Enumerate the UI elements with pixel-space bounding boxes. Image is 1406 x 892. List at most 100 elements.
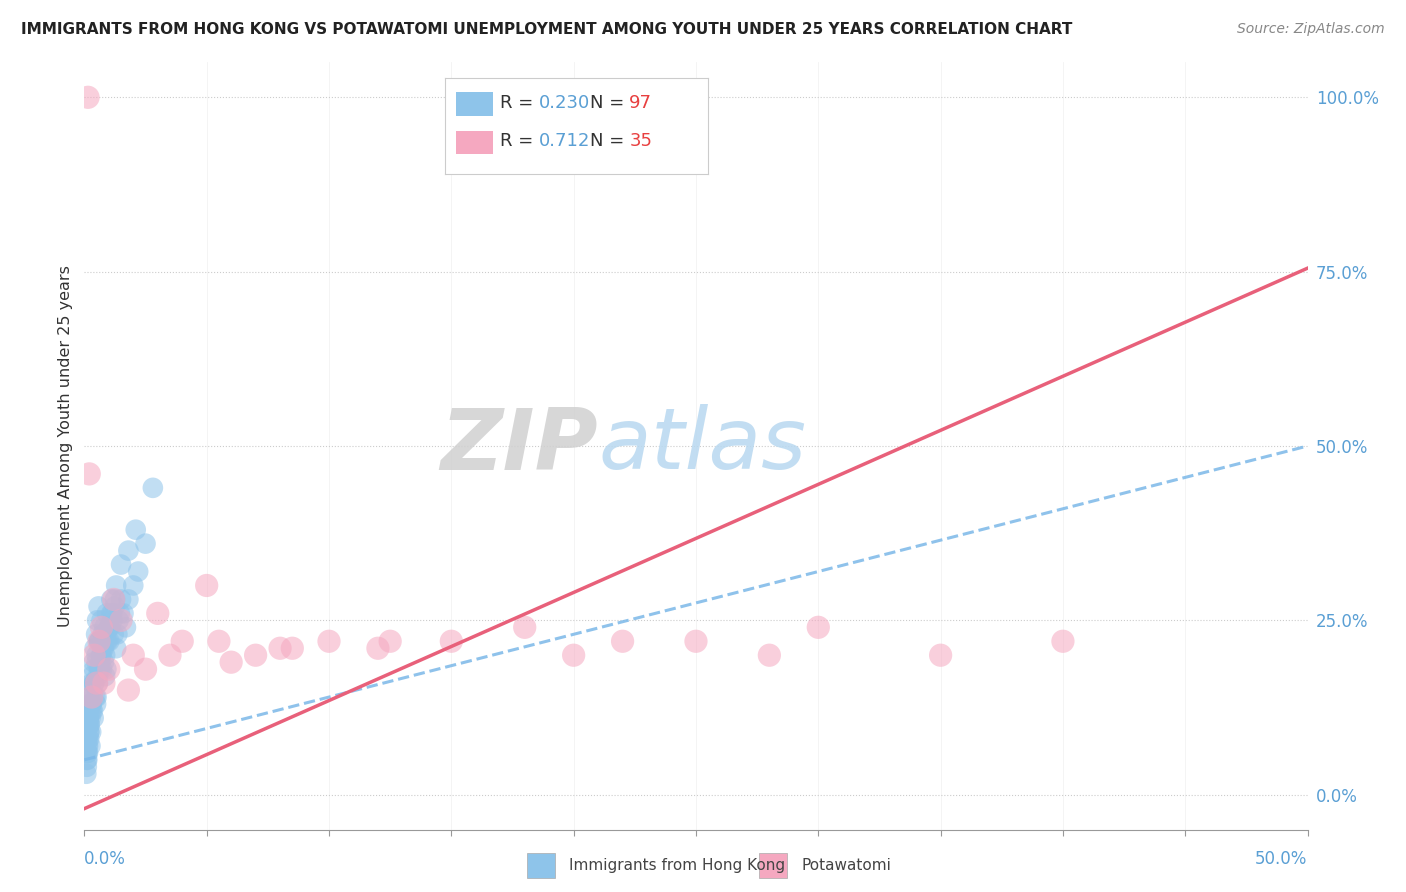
Point [103, 627, 125, 641]
Point [100, 592, 122, 607]
Point [77, 725, 100, 739]
Point [93, 641, 115, 656]
Point [159, 648, 181, 663]
Point [107, 613, 129, 627]
Point [87, 599, 110, 614]
Point [98, 634, 121, 648]
Text: Source: ZipAtlas.com: Source: ZipAtlas.com [1237, 22, 1385, 37]
Point [208, 634, 231, 648]
Point [82, 704, 104, 718]
Point [146, 607, 169, 621]
Point [83, 641, 105, 656]
Point [172, 634, 194, 648]
Point [87, 634, 110, 648]
Point [122, 578, 145, 592]
Point [122, 648, 145, 663]
Point [105, 578, 128, 592]
Point [104, 592, 127, 607]
Point [142, 481, 165, 495]
Point [112, 607, 135, 621]
Point [97, 662, 120, 676]
Point [80, 697, 103, 711]
Point [86, 613, 108, 627]
Point [90, 648, 112, 663]
Point [513, 620, 536, 634]
Point [91, 641, 114, 656]
Point [562, 648, 585, 663]
Point [318, 634, 340, 648]
Point [79, 711, 101, 725]
Point [1052, 634, 1074, 648]
Point [98, 620, 121, 634]
Point [685, 634, 707, 648]
Point [76, 731, 98, 746]
Text: 50.0%: 50.0% [1256, 850, 1308, 869]
Point [96, 607, 118, 621]
Point [96, 662, 118, 676]
Y-axis label: Unemployment Among Youth under 25 years: Unemployment Among Youth under 25 years [58, 265, 73, 627]
Point [245, 648, 267, 663]
Point [105, 641, 128, 656]
FancyBboxPatch shape [527, 853, 555, 878]
Point [117, 683, 139, 698]
Point [367, 641, 389, 656]
Point [89, 662, 111, 676]
Point [86, 690, 108, 704]
Point [219, 655, 242, 669]
Point [76, 739, 98, 753]
Point [101, 613, 124, 627]
Point [76, 746, 98, 760]
Point [108, 607, 131, 621]
Point [77, 467, 100, 481]
Point [807, 620, 830, 634]
Point [125, 523, 148, 537]
Point [87, 634, 110, 648]
Point [440, 634, 463, 648]
Point [135, 662, 157, 676]
Point [77, 746, 100, 760]
Point [90, 620, 112, 634]
Point [110, 592, 132, 607]
Point [101, 607, 124, 621]
Point [269, 641, 291, 656]
Point [77, 725, 100, 739]
Text: IMMIGRANTS FROM HONG KONG VS POTAWATOMI UNEMPLOYMENT AMONG YOUTH UNDER 25 YEARS : IMMIGRANTS FROM HONG KONG VS POTAWATOMI … [21, 22, 1073, 37]
Point [94, 648, 117, 663]
Point [612, 634, 634, 648]
Point [80, 725, 103, 739]
Point [77, 731, 100, 746]
Point [75, 766, 97, 780]
Point [77, 90, 100, 104]
Point [77, 718, 100, 732]
Point [80, 697, 103, 711]
Point [79, 718, 101, 732]
Point [117, 543, 139, 558]
Point [80, 704, 103, 718]
Point [83, 648, 105, 663]
Point [76, 753, 98, 767]
Point [77, 739, 100, 753]
Point [82, 669, 104, 683]
Point [103, 592, 125, 607]
Point [77, 711, 100, 725]
Point [76, 753, 98, 767]
Point [135, 536, 157, 550]
Point [84, 690, 107, 704]
Point [93, 655, 115, 669]
Point [90, 648, 112, 663]
Point [76, 746, 98, 760]
Point [97, 620, 120, 634]
Point [83, 662, 105, 676]
Point [105, 627, 128, 641]
Text: ZIP: ZIP [440, 404, 598, 488]
Point [96, 634, 118, 648]
Point [281, 641, 304, 656]
Point [100, 607, 122, 621]
Point [87, 634, 110, 648]
Point [86, 655, 108, 669]
Point [83, 676, 105, 690]
Point [93, 676, 115, 690]
Point [115, 620, 138, 634]
Point [94, 669, 117, 683]
Point [97, 620, 120, 634]
